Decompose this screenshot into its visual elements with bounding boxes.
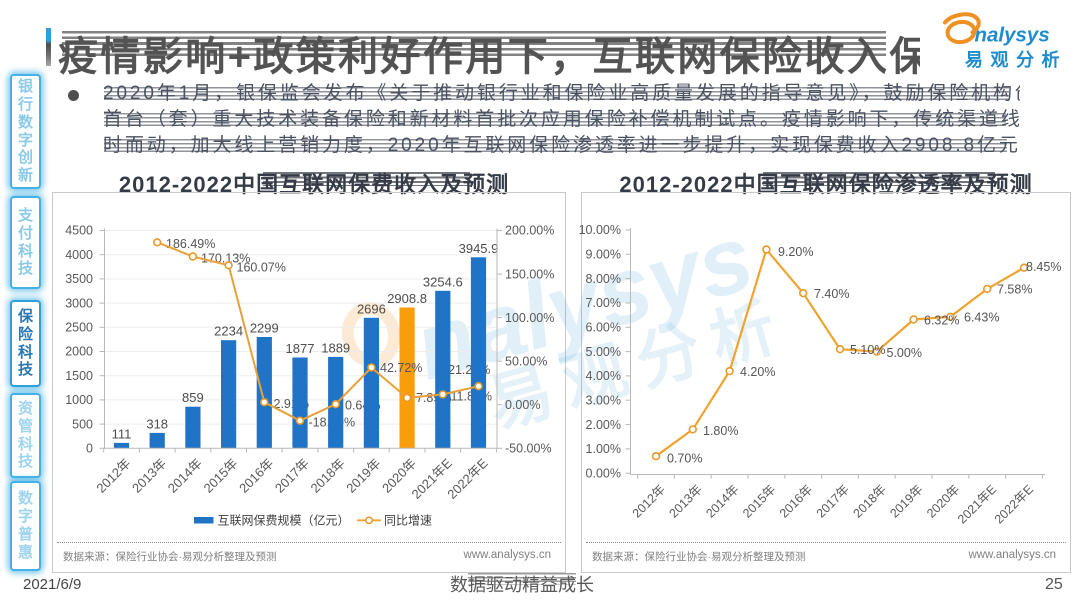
svg-text:6.43%: 6.43% xyxy=(964,310,999,324)
svg-text:2022年E: 2022年E xyxy=(444,455,491,502)
svg-text:1.00%: 1.00% xyxy=(586,442,621,456)
svg-text:1500: 1500 xyxy=(65,369,93,383)
svg-text:2.00%: 2.00% xyxy=(586,418,621,432)
svg-text:同比增速: 同比增速 xyxy=(384,514,432,528)
svg-text:9.20%: 9.20% xyxy=(778,245,813,259)
svg-text:111: 111 xyxy=(112,426,132,441)
svg-text:2234: 2234 xyxy=(214,324,243,339)
svg-text:100.00%: 100.00% xyxy=(505,311,554,325)
svg-text:2019年: 2019年 xyxy=(343,456,383,496)
svg-text:9.00%: 9.00% xyxy=(586,248,621,262)
svg-text:4500: 4500 xyxy=(65,224,93,238)
svg-text:7.58%: 7.58% xyxy=(997,282,1032,296)
svg-text:2015年: 2015年 xyxy=(200,456,240,496)
svg-text:1.80%: 1.80% xyxy=(703,424,738,438)
svg-text:5.00%: 5.00% xyxy=(586,345,621,359)
svg-text:2017年: 2017年 xyxy=(814,482,852,520)
svg-text:-50.00%: -50.00% xyxy=(505,442,552,456)
svg-text:互联网保费规模（亿元）: 互联网保费规模（亿元） xyxy=(218,513,350,528)
svg-text:318: 318 xyxy=(146,416,168,431)
svg-text:2022年E: 2022年E xyxy=(992,482,1036,526)
svg-text:0.70%: 0.70% xyxy=(667,451,702,465)
svg-text:50.00%: 50.00% xyxy=(505,354,547,368)
svg-text:5.00%: 5.00% xyxy=(887,346,922,360)
svg-text:3000: 3000 xyxy=(65,296,93,310)
svg-text:4.00%: 4.00% xyxy=(586,369,621,383)
svg-text:160.07%: 160.07% xyxy=(237,260,286,274)
svg-text:2696: 2696 xyxy=(357,301,386,316)
svg-text:3500: 3500 xyxy=(65,272,93,286)
svg-text:0.00%: 0.00% xyxy=(586,466,621,480)
svg-text:1889: 1889 xyxy=(321,340,350,355)
svg-text:2021年E: 2021年E xyxy=(955,482,999,526)
svg-text:3.00%: 3.00% xyxy=(586,393,621,407)
svg-text:2019年: 2019年 xyxy=(887,482,925,520)
svg-text:0: 0 xyxy=(86,442,93,456)
svg-text:7.00%: 7.00% xyxy=(586,296,621,310)
svg-text:1000: 1000 xyxy=(65,393,93,407)
svg-text:2016年: 2016年 xyxy=(236,456,276,496)
svg-text:186.49%: 186.49% xyxy=(166,237,215,251)
svg-text:3254.6: 3254.6 xyxy=(423,274,463,289)
svg-text:2018年: 2018年 xyxy=(851,482,889,520)
svg-text:2000: 2000 xyxy=(65,345,93,359)
svg-text:2908.8: 2908.8 xyxy=(387,291,427,306)
svg-text:500: 500 xyxy=(72,417,93,431)
svg-text:5.10%: 5.10% xyxy=(850,343,885,357)
svg-text:2013年: 2013年 xyxy=(129,456,169,496)
svg-text:nalysys: nalysys xyxy=(975,24,1050,47)
svg-text:2012年: 2012年 xyxy=(93,456,133,496)
svg-text:2015年: 2015年 xyxy=(740,482,778,520)
svg-text:8.45%: 8.45% xyxy=(1026,260,1061,274)
svg-text:2012年: 2012年 xyxy=(630,482,668,520)
svg-text:42.72%: 42.72% xyxy=(380,361,422,375)
svg-text:2014年: 2014年 xyxy=(703,482,741,520)
svg-text:2018年: 2018年 xyxy=(308,456,348,496)
svg-text:2299: 2299 xyxy=(250,321,279,336)
svg-text:1877: 1877 xyxy=(286,341,315,356)
svg-text:150.00%: 150.00% xyxy=(505,267,554,281)
svg-text:6.00%: 6.00% xyxy=(586,321,621,335)
svg-text:4.20%: 4.20% xyxy=(740,365,775,379)
svg-text:859: 859 xyxy=(182,390,204,405)
svg-text:200.00%: 200.00% xyxy=(505,224,554,238)
svg-text:10.00%: 10.00% xyxy=(579,223,621,237)
svg-text:7.40%: 7.40% xyxy=(814,287,849,301)
svg-text:2016年: 2016年 xyxy=(777,482,815,520)
svg-text:2500: 2500 xyxy=(65,321,93,335)
svg-text:2017年: 2017年 xyxy=(272,456,312,496)
svg-text:8.00%: 8.00% xyxy=(586,272,621,286)
svg-text:2014年: 2014年 xyxy=(165,456,205,496)
svg-text:2013年: 2013年 xyxy=(667,482,705,520)
svg-text:4000: 4000 xyxy=(65,248,93,262)
svg-text:易观分析: 易观分析 xyxy=(965,49,1067,70)
svg-text:6.32%: 6.32% xyxy=(924,313,959,327)
svg-text:0.00%: 0.00% xyxy=(505,398,540,412)
svg-text:3945.9: 3945.9 xyxy=(459,241,499,256)
